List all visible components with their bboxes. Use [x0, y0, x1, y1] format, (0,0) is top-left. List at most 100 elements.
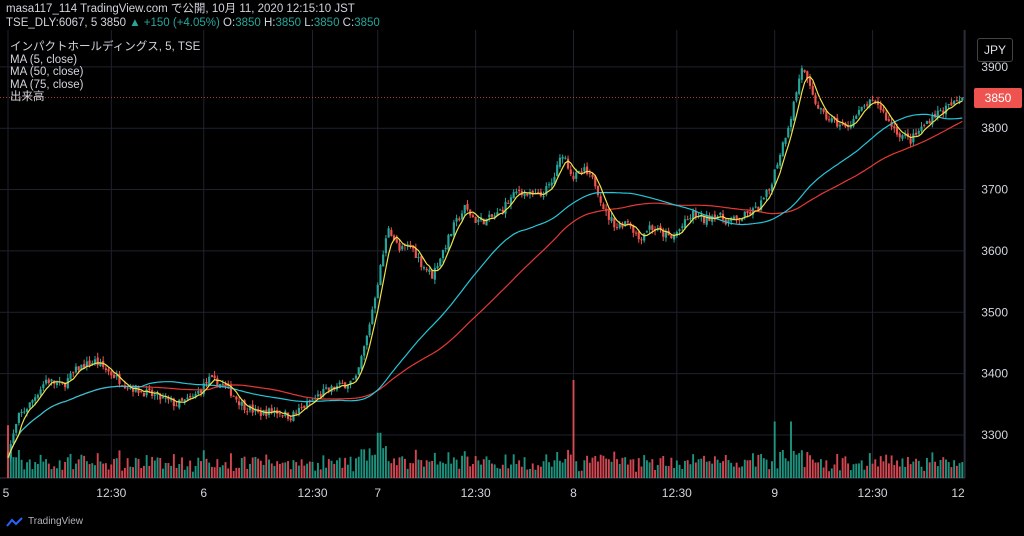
volume-bar — [314, 470, 317, 478]
legend-ma50[interactable]: MA (50, close) — [10, 66, 84, 78]
candle-body — [221, 383, 224, 385]
volume-bar — [471, 464, 474, 478]
candle-body — [673, 235, 676, 240]
volume-bar — [240, 457, 243, 478]
volume-bar — [395, 465, 398, 478]
volume-bar — [374, 454, 376, 478]
volume-bar — [433, 452, 436, 478]
volume-bar — [784, 458, 787, 478]
candle-body — [414, 248, 417, 259]
candle-body — [34, 397, 37, 401]
volume-bar — [327, 459, 330, 478]
volume-bar — [132, 467, 135, 478]
candle-body — [860, 106, 863, 111]
candle-body — [575, 172, 578, 179]
candle-body — [961, 97, 964, 101]
candle-body — [569, 169, 572, 175]
candle-body — [599, 196, 602, 203]
candle-body — [792, 101, 795, 121]
volume-bar — [330, 460, 333, 478]
volume-bar — [588, 462, 591, 478]
candle-body — [781, 142, 784, 156]
tradingview-footer[interactable]: TradingView — [6, 516, 83, 527]
candle-body — [827, 119, 831, 121]
x-tick-label: 12:30 — [662, 486, 692, 500]
candle-body — [425, 268, 428, 271]
candle-body — [732, 216, 735, 220]
candle-body — [613, 218, 616, 228]
volume-bar — [172, 454, 175, 478]
legend-ma75[interactable]: MA (75, close) — [10, 78, 84, 91]
volume-bar — [102, 463, 105, 478]
volume-bar — [417, 459, 420, 478]
volume-bar — [602, 455, 605, 478]
candle-body — [159, 394, 162, 400]
candle-body — [23, 411, 26, 413]
legend-volume[interactable]: 出来高 — [10, 91, 45, 103]
volume-bar — [36, 463, 39, 478]
legend-series-title[interactable]: インパクトホールディングス, 5, TSE — [10, 41, 201, 53]
candle-body — [354, 375, 358, 379]
candle-body — [651, 225, 654, 231]
volume-bar — [64, 461, 67, 478]
ohlc-c-label: C: — [339, 17, 355, 29]
legend-ma5[interactable]: MA (5, close) — [10, 53, 78, 66]
candle-body — [784, 137, 787, 144]
candle-body — [830, 118, 833, 122]
candle-body — [390, 229, 393, 237]
candle-body — [145, 389, 148, 396]
volume-bar — [790, 421, 792, 478]
volume-bar — [787, 461, 790, 478]
volume-bar — [526, 469, 529, 478]
volume-bar — [425, 460, 428, 478]
volume-bar — [762, 458, 765, 478]
volume-bar — [189, 460, 192, 478]
candle-body — [463, 204, 466, 214]
candle-body — [882, 109, 885, 112]
candle-body — [939, 110, 942, 112]
volume-bar — [53, 466, 56, 478]
volume-bar — [134, 457, 137, 478]
volume-bar — [583, 460, 586, 478]
volume-bar — [170, 465, 173, 478]
volume-bar — [357, 456, 360, 478]
candle-body — [17, 413, 20, 423]
volume-bar — [934, 461, 937, 478]
x-tick-label: 12:30 — [96, 486, 126, 500]
candle-body — [88, 360, 91, 366]
candle-body — [417, 257, 420, 259]
volume-bar — [58, 460, 61, 478]
candle-body — [208, 376, 211, 385]
volume-bar — [920, 466, 923, 478]
volume-bar — [496, 467, 499, 478]
volume-bar — [558, 460, 561, 478]
candle-body — [172, 398, 175, 407]
volume-bar — [39, 454, 42, 478]
volume-bar — [817, 462, 820, 478]
candle-body — [20, 411, 23, 413]
volume-bar — [849, 470, 852, 478]
volume-bar — [925, 458, 928, 478]
volume-bar — [458, 468, 461, 478]
volume-bar — [781, 449, 784, 478]
candle-body — [768, 189, 771, 191]
candle-body — [705, 215, 708, 225]
currency-button[interactable]: JPY — [977, 38, 1013, 62]
volume-bar — [597, 461, 599, 478]
candle-body — [142, 393, 146, 397]
candle-body — [550, 182, 553, 186]
candle-body — [115, 374, 118, 377]
candle-body — [112, 374, 116, 378]
candle-body — [471, 215, 474, 218]
volume-bar — [140, 468, 143, 478]
candle-body — [42, 384, 45, 389]
publish-info: masa117_114 TradingView.com で公開, 10月 11,… — [6, 3, 355, 15]
volume-bar — [613, 451, 616, 478]
volume-bar — [659, 458, 662, 478]
candle-body — [499, 209, 502, 211]
volume-bar — [34, 462, 37, 478]
candle-body — [189, 395, 192, 398]
volume-bar — [667, 466, 670, 478]
